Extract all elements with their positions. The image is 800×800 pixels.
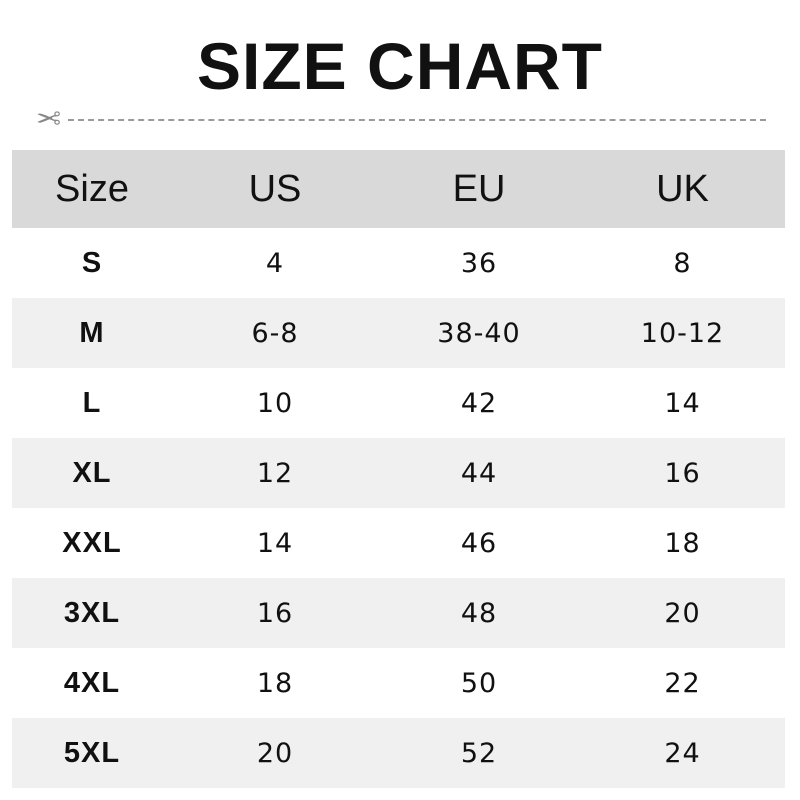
header-size: Size: [55, 167, 129, 210]
size-table: Size US EU UK S 4 36 8 M 6-8 38-40 10-12 L 10 42 14…: [12, 150, 785, 788]
cell-uk: 20: [664, 597, 701, 629]
cell-uk: 18: [664, 527, 701, 559]
table-row: S 4 36 8: [12, 228, 785, 298]
cell-size: XXL: [62, 526, 122, 559]
table-row: XXL 14 46 18: [12, 508, 785, 578]
header-eu: EU: [452, 167, 506, 210]
table-header: Size US EU UK: [12, 150, 785, 228]
cell-uk: 10-12: [640, 317, 725, 349]
table-row: XL 12 44 16: [12, 438, 785, 508]
cell-size: 5XL: [63, 736, 121, 769]
header-uk: UK: [656, 167, 709, 210]
cell-eu: 42: [460, 387, 498, 419]
header-us: US: [248, 167, 302, 210]
cell-size: 4XL: [63, 666, 121, 699]
cell-us: 4: [265, 247, 285, 279]
cell-eu: 50: [460, 667, 498, 699]
cell-size: 3XL: [63, 596, 121, 629]
cell-us: 6-8: [251, 317, 299, 349]
dashed-divider: [68, 119, 766, 121]
table-row: L 10 42 14: [12, 368, 785, 438]
cell-us: 14: [256, 527, 294, 559]
table-row: 5XL 20 52 24: [12, 718, 785, 788]
table-row: M 6-8 38-40 10-12: [12, 298, 785, 368]
page-title: SIZE CHART: [197, 29, 603, 103]
cell-size: M: [79, 316, 105, 349]
cell-uk: 8: [673, 247, 692, 279]
cell-uk: 14: [664, 387, 701, 419]
table-row: 3XL 16 48 20: [12, 578, 785, 648]
table-row: 4XL 18 50 22: [12, 648, 785, 718]
cell-us: 20: [256, 737, 294, 769]
cell-us: 10: [256, 387, 294, 419]
cell-eu: 44: [460, 457, 498, 489]
cell-us: 12: [256, 457, 294, 489]
cell-uk: 22: [664, 667, 701, 699]
cut-line: ✂: [36, 103, 766, 136]
cell-us: 16: [256, 597, 294, 629]
cell-size: L: [82, 386, 102, 419]
cell-eu: 52: [460, 737, 498, 769]
cell-us: 18: [256, 667, 294, 699]
scissors-icon: ✂: [36, 103, 62, 136]
cell-eu: 36: [460, 247, 498, 279]
cell-size: XL: [72, 456, 112, 489]
cell-eu: 38-40: [437, 317, 521, 349]
cell-uk: 16: [664, 457, 701, 489]
cell-uk: 24: [664, 737, 701, 769]
cell-eu: 46: [460, 527, 498, 559]
cell-size: S: [81, 246, 103, 279]
cell-eu: 48: [460, 597, 498, 629]
